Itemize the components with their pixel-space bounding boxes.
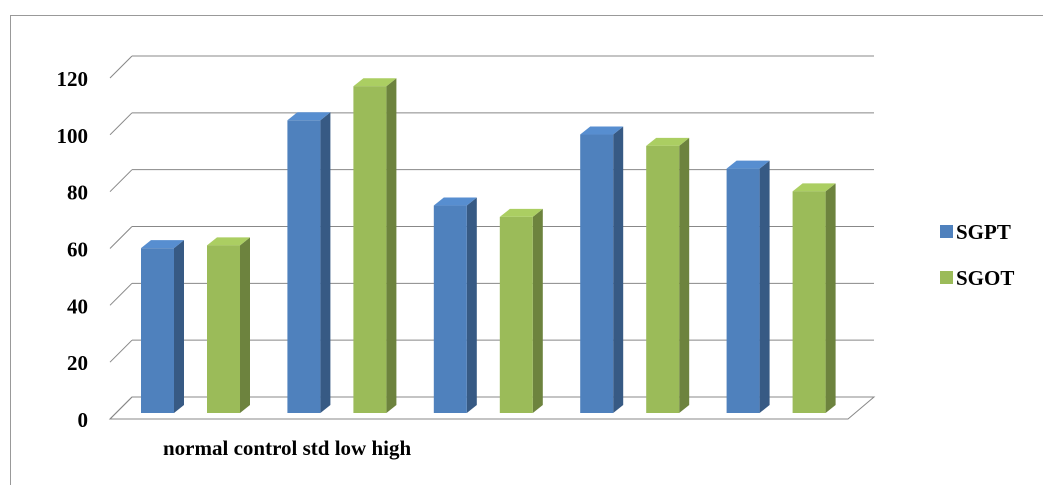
bar-side bbox=[467, 198, 477, 413]
x-axis-label: normal control std low high bbox=[163, 436, 411, 460]
y-tick-label: 40 bbox=[67, 294, 88, 318]
legend-swatch bbox=[940, 271, 953, 284]
legend-label: SGOT bbox=[956, 266, 1014, 290]
bar-side bbox=[826, 183, 836, 413]
legend-swatch bbox=[940, 225, 953, 238]
y-tick-label: 20 bbox=[67, 351, 88, 375]
bar bbox=[287, 120, 320, 413]
bar bbox=[580, 135, 613, 413]
bar-side bbox=[386, 78, 396, 413]
bar bbox=[434, 206, 467, 413]
y-tick-label: 0 bbox=[78, 408, 89, 432]
y-tick-label: 60 bbox=[67, 238, 88, 262]
bar bbox=[727, 169, 760, 413]
bar-side bbox=[679, 138, 689, 413]
bar-side bbox=[174, 240, 184, 413]
legend-label: SGPT bbox=[956, 220, 1011, 244]
bar bbox=[646, 146, 679, 413]
bar bbox=[207, 245, 240, 413]
bar bbox=[141, 248, 174, 413]
bar-side bbox=[533, 209, 543, 413]
bar bbox=[793, 191, 826, 413]
bar-side bbox=[760, 161, 770, 413]
bar bbox=[353, 86, 386, 413]
bar-side bbox=[240, 237, 250, 413]
y-tick-label: 100 bbox=[57, 124, 89, 148]
bar-side bbox=[320, 112, 330, 413]
bar-side bbox=[613, 127, 623, 413]
y-tick-label: 120 bbox=[57, 67, 89, 91]
bar bbox=[500, 217, 533, 413]
y-tick-label: 80 bbox=[67, 181, 88, 205]
